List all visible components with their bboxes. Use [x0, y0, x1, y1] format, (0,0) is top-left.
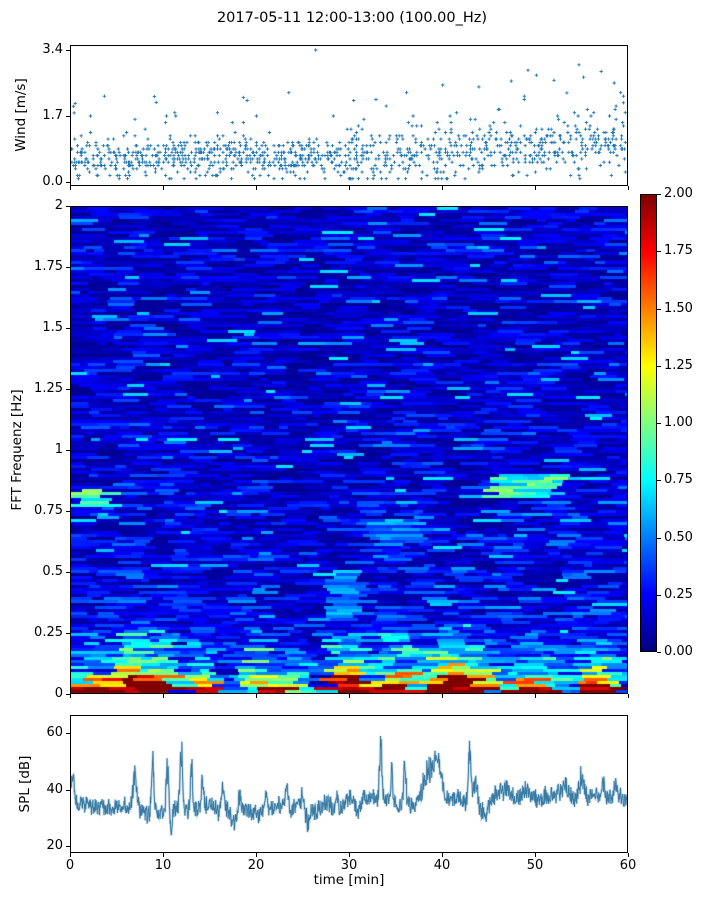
colorbar-tick-label: 1.50 [664, 300, 693, 316]
tick-mark [349, 186, 350, 190]
time-xlabel: time [min] [313, 872, 385, 888]
tick-mark [66, 733, 70, 735]
fft-spectrogram-heatmap [70, 206, 628, 694]
tick-mark [657, 480, 661, 482]
wind-ylabel: Wind [m/s] [13, 78, 29, 152]
spl-ytick-label: 20 [46, 838, 63, 853]
wind-ytick-label: 0.0 [42, 174, 63, 189]
tick-mark [163, 694, 164, 698]
time-xtick-label: 20 [247, 858, 265, 873]
tick-mark [70, 853, 71, 857]
tick-mark [66, 116, 70, 117]
tick-mark [66, 182, 70, 183]
tick-mark [66, 267, 70, 268]
colorbar-tick-label: 0.00 [664, 644, 693, 659]
tick-mark [66, 572, 70, 573]
wind-scatter-points [71, 48, 627, 181]
tick-mark [442, 186, 443, 190]
tick-mark [66, 450, 70, 451]
wind-ytick-label: 1.7 [42, 108, 63, 123]
fft-ytick-label: 2 [54, 198, 63, 213]
colorbar-tick-label: 1.25 [664, 357, 693, 373]
tick-mark [628, 694, 629, 698]
tick-mark [442, 694, 443, 698]
time-xtick-label: 60 [619, 858, 637, 873]
tick-mark [66, 633, 70, 634]
tick-mark [256, 186, 257, 190]
tick-mark [70, 694, 71, 698]
tick-mark [66, 206, 70, 207]
fft-ytick-label: 1.25 [34, 381, 63, 396]
colorbar [640, 194, 657, 652]
fft-ytick-label: 1.5 [42, 320, 63, 335]
tick-mark [66, 50, 70, 51]
tick-mark [163, 853, 164, 857]
tick-mark [657, 365, 661, 367]
colorbar-tick-label: 0.50 [664, 529, 693, 545]
colorbar-tick-label: 0.75 [664, 472, 693, 488]
time-xtick-label: 40 [433, 858, 451, 873]
colorbar-tick-label: 1.75 [664, 243, 693, 259]
tick-mark [657, 423, 661, 424]
tick-mark [535, 853, 536, 857]
tick-mark [657, 308, 661, 310]
tick-mark [66, 511, 70, 512]
tick-mark [66, 789, 70, 791]
fft-ytick-label: 1.75 [34, 259, 63, 274]
figure-title: 2017-05-11 12:00-13:00 (100.00_Hz) [216, 10, 488, 26]
wind-scatter-plot [70, 45, 628, 186]
tick-mark [535, 186, 536, 190]
time-xtick-label: 50 [526, 858, 544, 873]
wind-ytick-label: 3.4 [42, 42, 63, 57]
time-xtick-label: 10 [154, 858, 172, 873]
tick-mark [628, 853, 629, 857]
tick-mark [657, 194, 661, 195]
tick-mark [66, 389, 70, 390]
tick-mark [66, 846, 70, 847]
spl-line [71, 735, 627, 836]
tick-mark [256, 694, 257, 698]
colorbar-tick-label: 2.00 [664, 186, 693, 201]
tick-mark [349, 853, 350, 857]
time-xtick-label: 30 [340, 858, 358, 873]
tick-mark [657, 652, 661, 653]
tick-mark [442, 853, 443, 857]
colorbar-tick-label: 0.25 [664, 586, 693, 602]
fft-ytick-label: 0.25 [34, 625, 63, 640]
fft-ytick-label: 1 [54, 442, 63, 457]
fft-ytick-label: 0.5 [42, 564, 63, 579]
tick-mark [66, 694, 70, 695]
colorbar-tick-label: 1.00 [664, 415, 693, 430]
tick-mark [657, 251, 661, 253]
spl-line-plot [70, 715, 628, 853]
tick-mark [628, 186, 629, 190]
tick-mark [349, 694, 350, 698]
wind-markers [71, 48, 627, 181]
spl-ytick-label: 40 [46, 781, 63, 797]
tick-mark [70, 186, 71, 190]
spl-line-path [71, 735, 627, 836]
fft-ytick-label: 0.75 [34, 503, 63, 518]
time-xtick-label: 0 [65, 858, 75, 873]
spl-line-path [71, 735, 627, 836]
tick-mark [66, 328, 70, 329]
tick-mark [535, 694, 536, 698]
tick-mark [256, 853, 257, 857]
fft-ytick-label: 0 [54, 686, 63, 701]
spl-ytick-label: 60 [46, 725, 63, 741]
tick-mark [657, 594, 661, 596]
tick-mark [163, 186, 164, 190]
tick-mark [657, 537, 661, 539]
